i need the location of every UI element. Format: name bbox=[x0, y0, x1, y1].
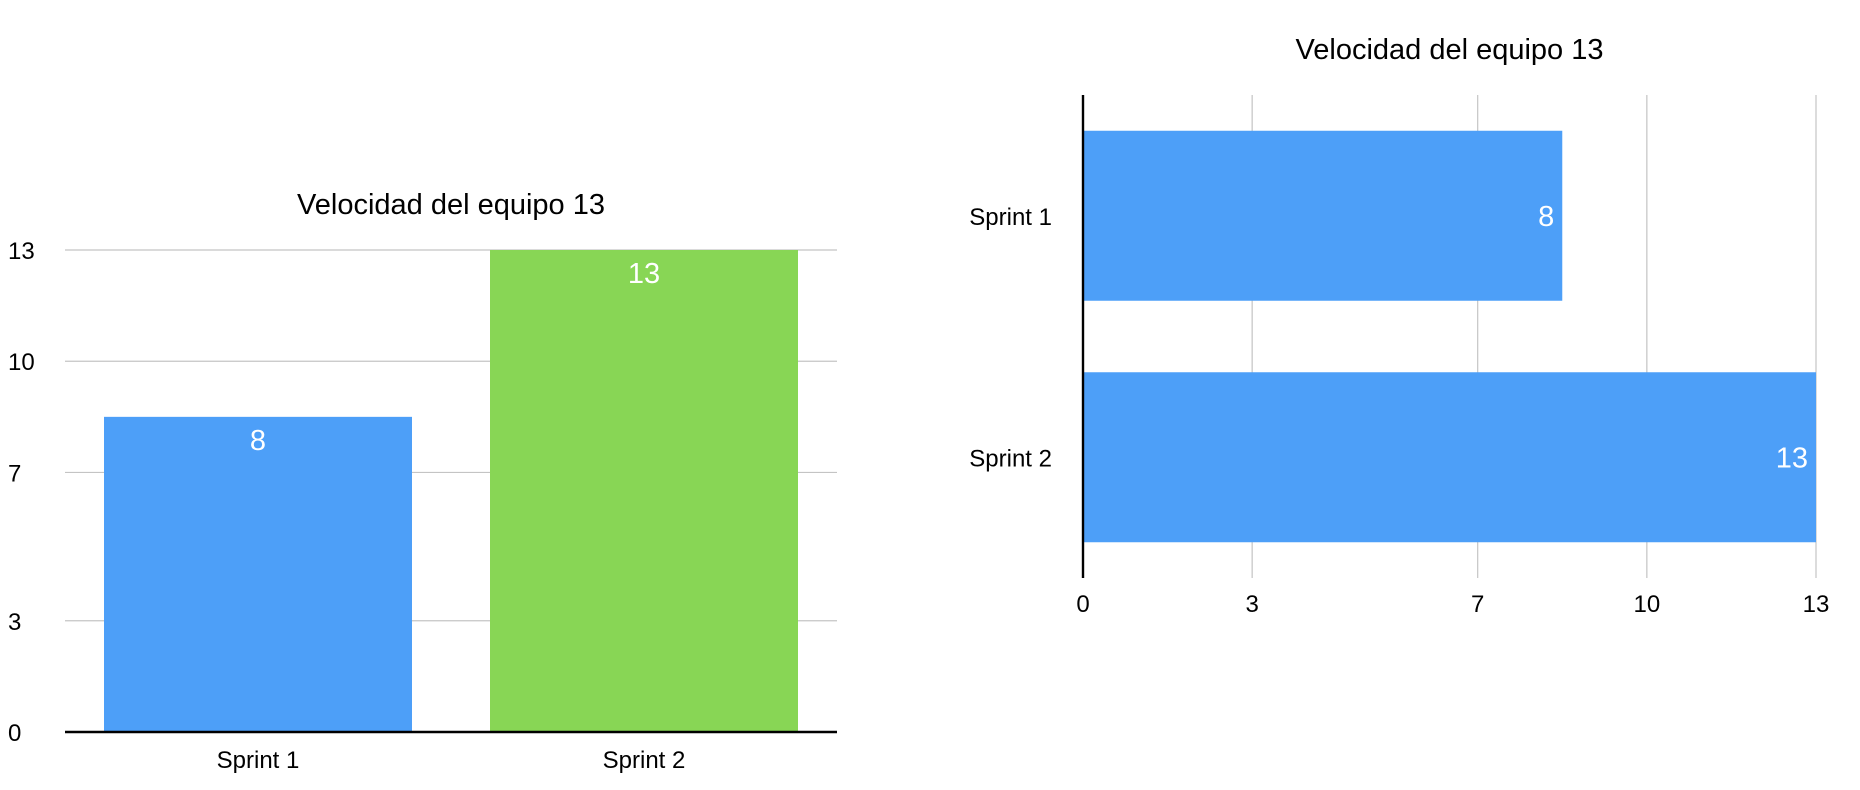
bar bbox=[1083, 130, 1563, 301]
x-tick-label: 7 bbox=[1471, 591, 1484, 618]
x-tick-label: 13 bbox=[1803, 591, 1830, 618]
y-tick-label: Sprint 1 bbox=[969, 204, 1052, 231]
data-label: 13 bbox=[1776, 442, 1808, 474]
data-label: 8 bbox=[250, 425, 266, 457]
y-tick-label: Sprint 2 bbox=[969, 445, 1052, 472]
bar bbox=[490, 250, 798, 732]
x-tick-label: 3 bbox=[1245, 591, 1258, 618]
x-tick-label: Sprint 2 bbox=[603, 747, 686, 774]
data-label: 8 bbox=[1538, 201, 1554, 233]
bar bbox=[104, 416, 412, 732]
horizontal-bar-chart: Velocidad del equipo 13 0 3 7 10 13 8 Sprint 1 1… bbox=[969, 34, 1830, 618]
chart-title: Velocidad del equipo 13 bbox=[1296, 34, 1604, 66]
vertical-bar-chart: Velocidad del equipo 13 0 3 7 10 13 8 Sprint 1 1… bbox=[8, 189, 837, 774]
data-label: 13 bbox=[628, 258, 660, 290]
y-tick-label: 7 bbox=[8, 460, 21, 487]
x-tick-label: Sprint 1 bbox=[217, 747, 300, 774]
x-tick-label: 0 bbox=[1076, 591, 1089, 618]
y-tick-label: 0 bbox=[8, 720, 21, 747]
bar bbox=[1083, 372, 1816, 543]
y-tick-label: 13 bbox=[8, 238, 35, 265]
y-tick-label: 10 bbox=[8, 349, 35, 376]
y-tick-label: 3 bbox=[8, 609, 21, 636]
chart-title: Velocidad del equipo 13 bbox=[297, 189, 605, 221]
x-tick-label: 10 bbox=[1633, 591, 1660, 618]
